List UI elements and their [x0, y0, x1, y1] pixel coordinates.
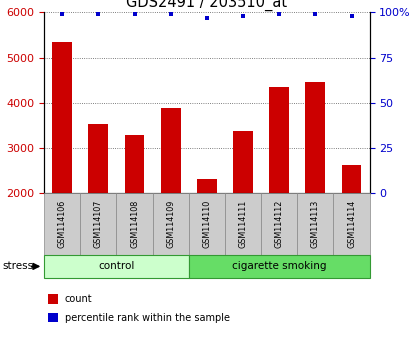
Bar — [269, 87, 289, 193]
Text: stress: stress — [2, 261, 33, 272]
Text: GSM114110: GSM114110 — [202, 200, 211, 248]
Text: GSM114107: GSM114107 — [94, 200, 103, 248]
Point — [167, 11, 174, 17]
Bar — [161, 108, 181, 193]
Text: GSM114112: GSM114112 — [275, 200, 284, 248]
Text: GSM114106: GSM114106 — [58, 200, 67, 248]
Text: GSM114108: GSM114108 — [130, 200, 139, 248]
Point — [59, 11, 66, 17]
Text: count: count — [65, 294, 92, 304]
Text: GSM114114: GSM114114 — [347, 200, 356, 248]
Text: GSM114109: GSM114109 — [166, 200, 175, 248]
Bar — [341, 165, 362, 193]
Text: GSM114113: GSM114113 — [311, 200, 320, 248]
Point — [95, 11, 102, 17]
Text: cigarette smoking: cigarette smoking — [232, 261, 326, 272]
Point — [348, 13, 355, 19]
Bar — [305, 82, 326, 193]
Text: control: control — [98, 261, 135, 272]
Point — [131, 11, 138, 17]
Point — [204, 15, 210, 21]
Bar — [52, 42, 72, 193]
Bar — [125, 135, 144, 193]
Title: GDS2491 / 203510_at: GDS2491 / 203510_at — [126, 0, 287, 11]
Bar — [88, 124, 108, 193]
Point — [240, 13, 247, 19]
Point — [276, 11, 283, 17]
Text: percentile rank within the sample: percentile rank within the sample — [65, 313, 229, 322]
Point — [312, 11, 319, 17]
Bar — [197, 179, 217, 193]
Bar — [233, 131, 253, 193]
Text: GSM114111: GSM114111 — [239, 200, 247, 248]
